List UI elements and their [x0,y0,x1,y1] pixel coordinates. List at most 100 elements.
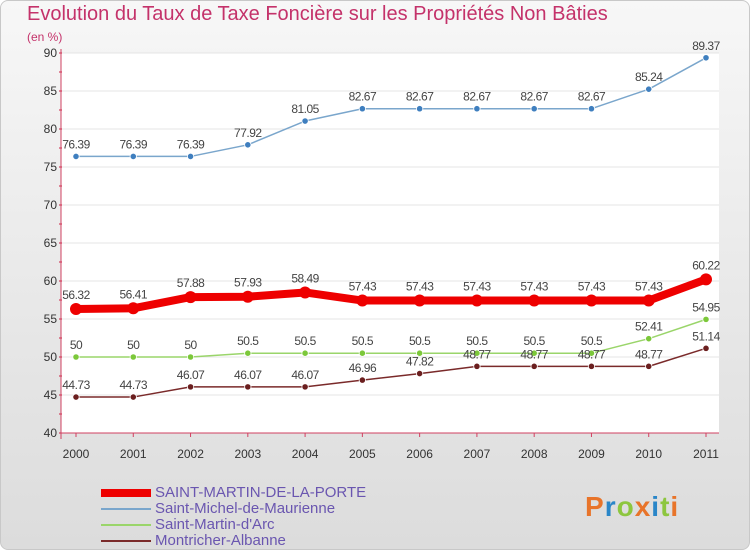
y-tick-label: 90 [44,46,58,60]
data-point [244,349,252,357]
data-point [585,294,598,307]
data-label: 46.07 [291,368,319,382]
data-point [358,105,366,113]
data-label: 58.49 [291,271,319,285]
data-point [356,294,369,307]
data-point [301,383,309,391]
y-tick-label: 85 [44,84,58,98]
data-label: 82.67 [406,90,434,104]
y-tick-label: 50 [44,350,58,364]
data-point [244,141,252,149]
data-point [587,105,596,113]
legend-item: Saint-Michel-de-Maurienne [101,501,366,517]
logo-letter: i [651,491,661,522]
data-point [530,349,538,357]
data-point [301,349,309,357]
proxiti-logo: Proxiti [585,491,679,523]
legend-item: Montricher-Albanne [101,533,366,549]
y-tick-label: 80 [44,122,58,136]
y-axis-unit: (en %) [27,30,63,44]
data-point [241,290,254,303]
legend-swatch [101,540,151,542]
data-point [129,353,137,361]
data-label: 82.67 [463,90,491,104]
data-label: 46.07 [234,368,262,382]
legend-item: Saint-Martin-d'Arc [101,517,366,533]
data-point [702,54,710,62]
data-point [416,105,424,113]
x-tick-label: 2007 [464,447,491,461]
y-tick-label: 40 [44,426,58,440]
x-tick-label: 2006 [406,447,433,461]
x-tick-label: 2001 [120,447,147,461]
data-point [530,362,538,370]
data-point [186,383,195,391]
data-label: 56.32 [62,288,90,302]
logo-letter: t [660,491,671,522]
data-label: 44.73 [120,378,148,392]
x-tick-label: 2000 [63,447,90,461]
logo-letter: r [604,491,617,522]
data-label: 76.39 [62,137,90,151]
legend-label: SAINT-MARTIN-DE-LA-PORTE [155,484,367,501]
data-label: 50.5 [466,334,488,348]
data-point [416,349,424,357]
data-point [645,362,653,370]
legend-swatch [101,524,151,526]
data-label: 57.43 [406,280,434,294]
data-point [72,393,80,401]
data-label: 85.24 [635,70,663,84]
data-label: 50.5 [294,334,316,348]
y-tick-label: 75 [44,160,58,174]
data-label: 52.41 [635,320,663,334]
data-label: 50.5 [524,334,546,348]
data-label: 46.96 [349,361,377,375]
data-point [72,152,80,161]
data-label: 54.95 [692,300,720,314]
data-label: 50.5 [581,334,603,348]
data-label: 47.82 [406,355,434,369]
series-line [76,347,707,398]
series-line [76,57,707,158]
legend-swatch [101,489,151,497]
data-label: 48.77 [520,347,548,361]
data-label: 48.77 [578,347,606,361]
data-point [413,294,426,307]
legend-label: Saint-Michel-de-Maurienne [155,500,336,517]
data-label: 48.77 [635,347,663,361]
data-point [528,294,541,307]
logo-letter: x [634,491,652,522]
data-label: 82.67 [578,90,606,104]
data-point [186,152,195,161]
data-point [700,273,712,286]
logo-letter: i [670,491,680,522]
data-point [184,291,197,304]
data-label: 57.43 [578,280,606,294]
data-point [530,105,538,113]
data-point [244,383,252,391]
data-point [587,349,596,357]
data-point [473,105,481,113]
data-label: 82.67 [349,90,377,104]
legend-label: Saint-Martin-d'Arc [155,516,275,533]
data-point [702,344,710,352]
y-tick-label: 55 [44,312,58,326]
data-label: 50.5 [237,334,259,348]
data-label: 51.14 [692,329,720,343]
y-tick-label: 45 [44,388,58,402]
data-point [70,302,82,315]
x-tick-label: 2010 [635,447,662,461]
legend-swatch [101,508,151,510]
data-label: 89.37 [692,39,720,53]
series-line [75,275,708,313]
data-label: 57.93 [234,276,262,290]
data-label: 57.88 [177,276,205,290]
data-point [473,362,481,370]
logo-letter: P [585,491,605,522]
data-label: 50 [70,338,83,352]
data-label: 50.5 [409,334,431,348]
data-label: 76.39 [120,137,148,151]
data-label: 57.43 [520,280,548,294]
